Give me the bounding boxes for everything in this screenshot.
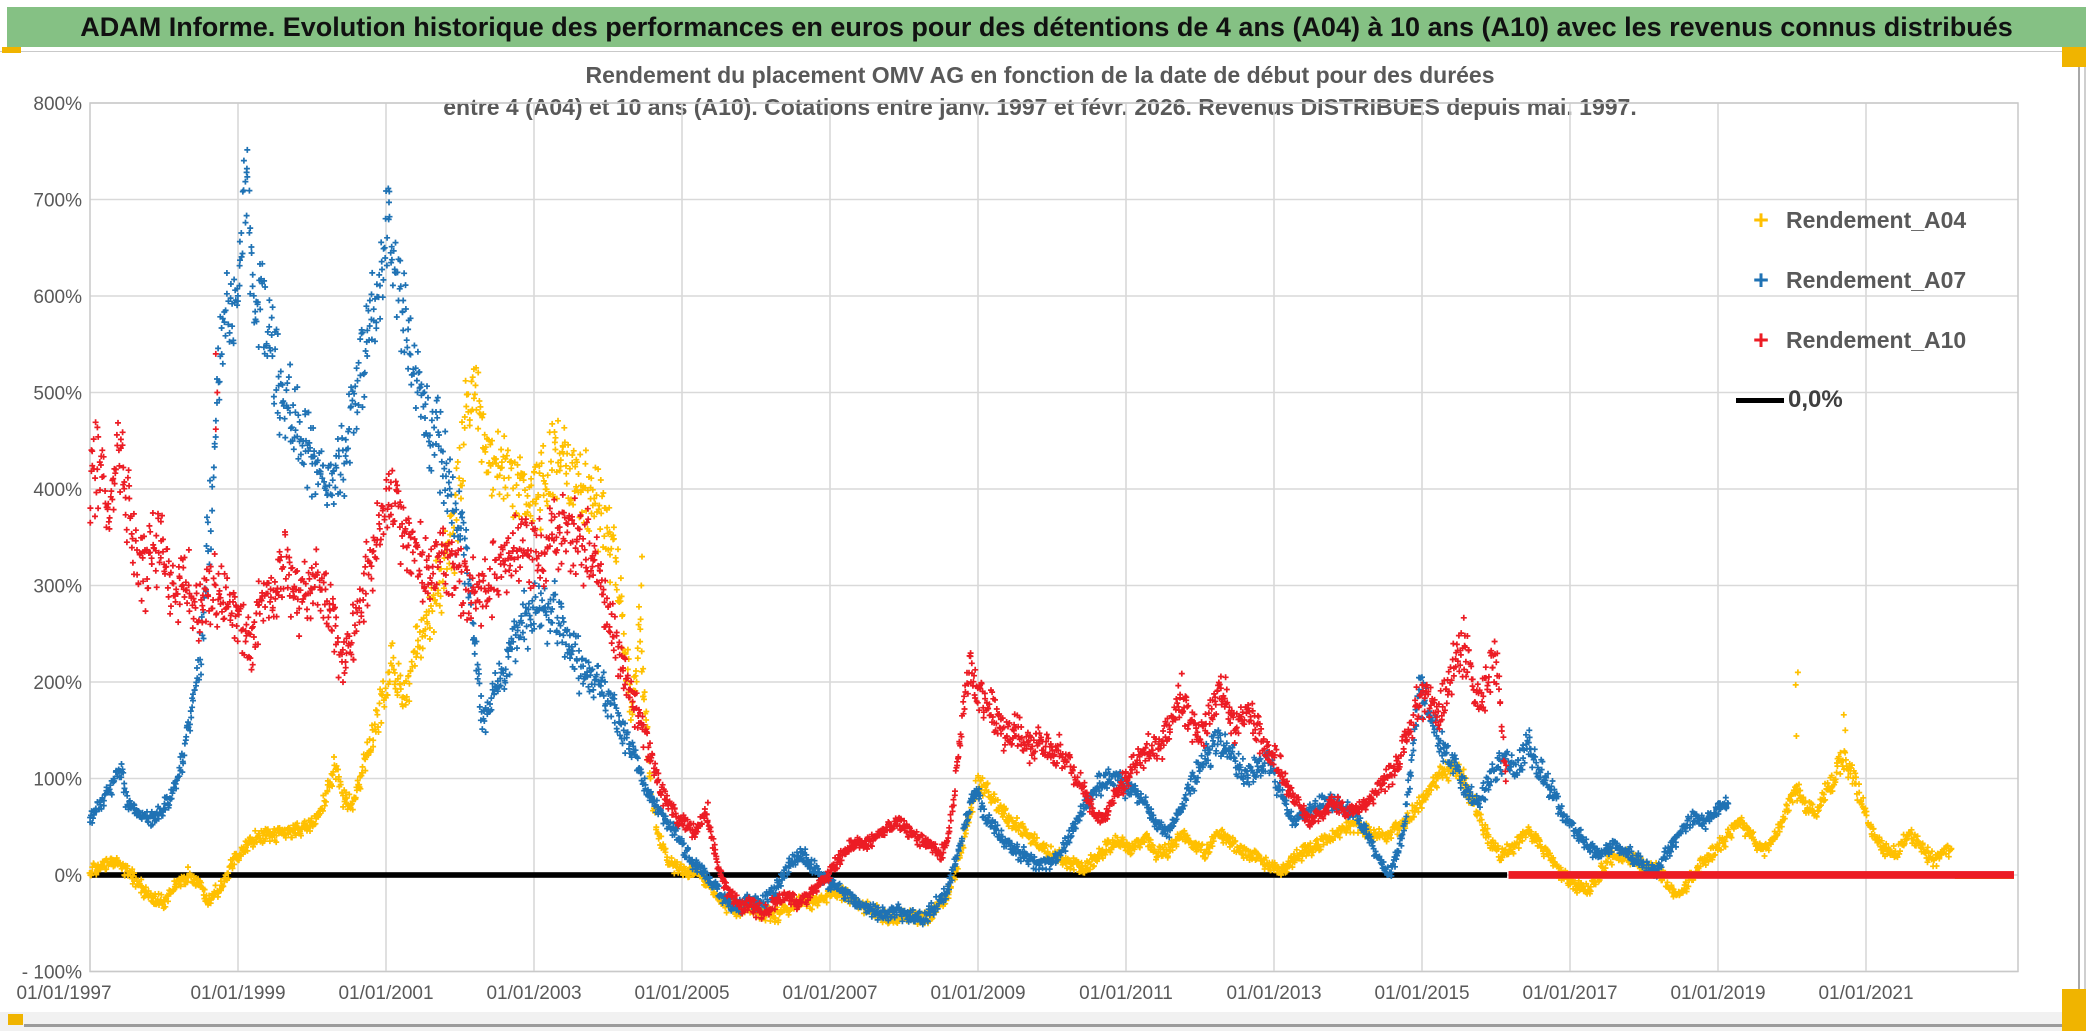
accent-tab-top-left [2,47,21,53]
window-right-border-outer [2084,67,2086,1013]
chart-legend[interactable]: + Rendement_A04 + Rendement_A07 + Rendem… [1736,190,2026,430]
y-tick-label: 200% [33,673,82,694]
plus-icon: + [1753,324,1769,355]
chart-title-line1: Rendement du placement OMV AG en fonctio… [585,62,1495,88]
divider [0,51,2062,52]
plus-icon: + [1753,264,1769,295]
chart-title-line2: entre 4 (A04) et 10 ans (A10). Cotations… [443,94,1637,120]
legend-item-zero-line[interactable]: 0,0% [1736,370,2026,430]
x-tick-label: 01/01/2015 [1374,983,1469,1004]
zero-line [90,872,1508,878]
x-tick-label: 01/01/2021 [1818,983,1913,1004]
y-tick-label: - 100% [22,963,82,984]
x-tick-label: 01/01/2011 [1079,983,1173,1004]
scatter-series-Rendement_A10 [87,350,1510,922]
x-tick-label: 01/01/2003 [486,983,581,1004]
legend-item-a10[interactable]: + Rendement_A10 [1736,310,2026,370]
x-tick-label: 01/01/2013 [1226,983,1321,1004]
x-tick-label: 01/01/1999 [190,983,285,1004]
flat-zero-overlay [1508,871,2014,879]
y-tick-label: 400% [33,480,82,501]
window-right-border [2078,67,2080,1013]
x-tick-label: 01/01/2019 [1670,983,1765,1004]
x-tick-label: 01/01/2017 [1522,983,1617,1004]
x-tick-label: 01/01/1997 [16,983,111,1004]
legend-label: Rendement_A10 [1786,326,1967,353]
legend-label: Rendement_A04 [1786,206,1967,233]
y-tick-label: 300% [33,577,82,598]
zero-line-icon [1736,397,1784,403]
y-tick-label: 800% [33,94,82,115]
y-tick-label: 100% [33,770,82,791]
y-tick-label: 500% [33,384,82,405]
legend-item-a04[interactable]: + Rendement_A04 [1736,190,2026,250]
accent-tab-bottom-left [8,1014,23,1025]
accent-tab-bottom-right [2062,989,2086,1031]
x-tick-label: 01/01/2001 [338,983,433,1004]
x-tick-label: 01/01/2005 [634,983,729,1004]
plot-border [89,102,2019,973]
y-tick-label: 700% [33,191,82,212]
scatter-series-Rendement_A07 [87,146,1732,928]
y-tick-label: 0% [55,866,83,887]
x-tick-label: 01/01/2007 [782,983,877,1004]
x-tick-label: 01/01/2009 [930,983,1025,1004]
legend-item-a07[interactable]: + Rendement_A07 [1736,250,2026,310]
accent-tab-top-right [2062,47,2086,67]
legend-label: 0,0% [1788,386,1843,413]
legend-label: Rendement_A07 [1786,266,1967,293]
bottom-scrollbar[interactable] [24,1024,2062,1027]
report-title-banner: ADAM Informe. Evolution historique des p… [7,7,2086,47]
plus-icon: + [1753,204,1769,235]
y-tick-label: 600% [33,287,82,308]
